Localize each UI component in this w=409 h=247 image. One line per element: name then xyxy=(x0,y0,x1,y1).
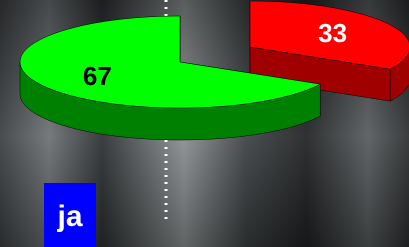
value-label: 33 xyxy=(318,18,347,48)
value-label: 67 xyxy=(83,61,112,91)
pie-chart: 33 67 ja xyxy=(0,0,409,247)
legend-label: ja xyxy=(56,200,82,233)
chart: 33 67 ja xyxy=(0,0,409,247)
